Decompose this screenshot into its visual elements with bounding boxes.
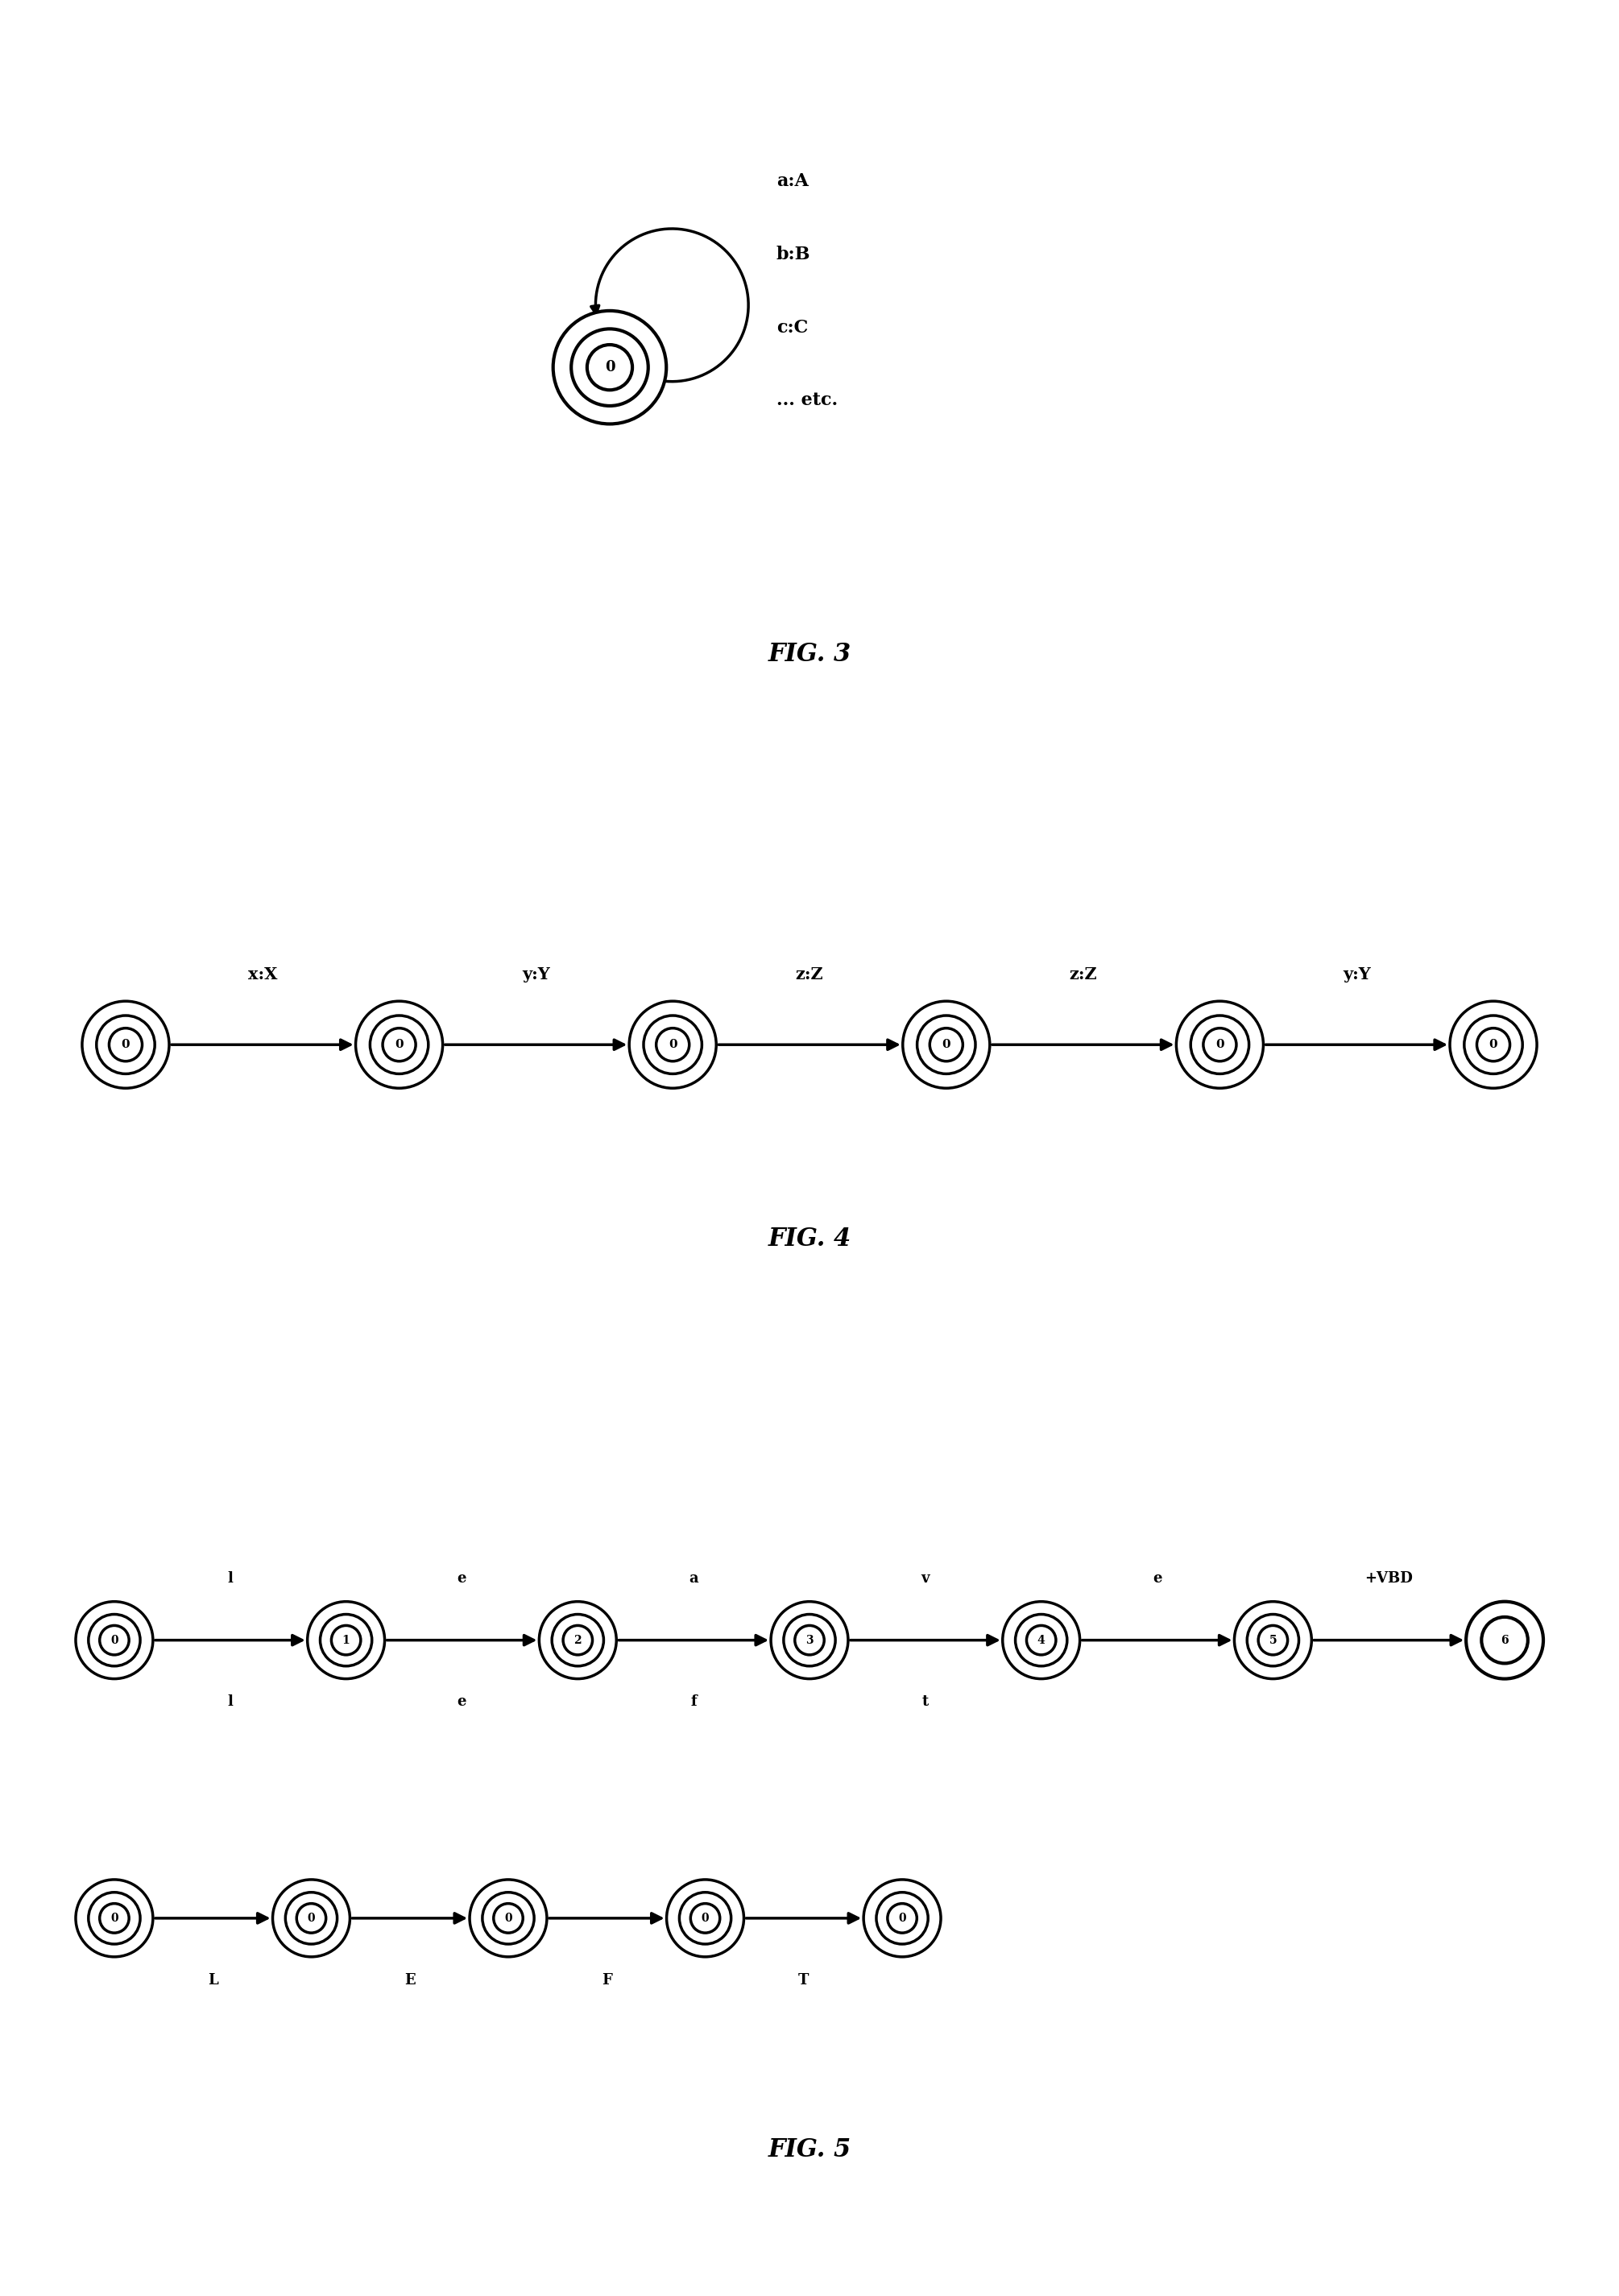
Circle shape [76, 1880, 152, 1956]
Circle shape [1177, 1001, 1263, 1088]
Text: 0: 0 [942, 1040, 950, 1049]
Text: 2: 2 [573, 1635, 581, 1646]
Circle shape [308, 1603, 385, 1678]
Text: y:Y: y:Y [521, 967, 550, 983]
Text: FIG. 5: FIG. 5 [767, 2138, 852, 2163]
Text: 0: 0 [110, 1635, 118, 1646]
Circle shape [1234, 1603, 1311, 1678]
Text: 1: 1 [342, 1635, 350, 1646]
Circle shape [771, 1603, 848, 1678]
Circle shape [903, 1001, 989, 1088]
Text: a: a [690, 1570, 698, 1587]
Text: e: e [457, 1694, 466, 1708]
Text: ... etc.: ... etc. [776, 393, 837, 409]
Circle shape [1451, 1001, 1536, 1088]
Text: +VBD: +VBD [1365, 1570, 1413, 1587]
Text: 0: 0 [308, 1913, 316, 1924]
Text: e: e [457, 1570, 466, 1587]
Circle shape [272, 1880, 350, 1956]
Text: e: e [1153, 1570, 1162, 1587]
Text: 0: 0 [701, 1913, 709, 1924]
Text: 0: 0 [110, 1913, 118, 1924]
Text: T: T [798, 1972, 810, 1988]
Text: 0: 0 [1489, 1040, 1498, 1049]
Text: l: l [227, 1570, 233, 1587]
Circle shape [539, 1603, 617, 1678]
Text: z:Z: z:Z [1069, 967, 1098, 983]
Circle shape [1467, 1603, 1543, 1678]
Text: 0: 0 [395, 1040, 403, 1049]
Circle shape [1002, 1603, 1080, 1678]
Circle shape [83, 1001, 168, 1088]
Circle shape [554, 310, 667, 425]
Text: FIG. 3: FIG. 3 [767, 643, 852, 668]
Text: 0: 0 [899, 1913, 907, 1924]
Text: F: F [602, 1972, 612, 1988]
Circle shape [76, 1603, 152, 1678]
Text: 0: 0 [121, 1040, 130, 1049]
Text: x:X: x:X [248, 967, 277, 983]
Text: 0: 0 [505, 1913, 512, 1924]
Text: c:C: c:C [776, 319, 808, 335]
Circle shape [630, 1001, 716, 1088]
Text: l: l [227, 1694, 233, 1708]
Circle shape [863, 1880, 941, 1956]
Text: f: f [691, 1694, 696, 1708]
Text: b:B: b:B [776, 246, 811, 264]
Text: 6: 6 [1501, 1635, 1509, 1646]
Circle shape [356, 1001, 442, 1088]
Text: 4: 4 [1038, 1635, 1046, 1646]
Text: 5: 5 [1269, 1635, 1277, 1646]
Text: a:A: a:A [776, 172, 808, 191]
Text: E: E [405, 1972, 414, 1988]
Text: v: v [921, 1570, 929, 1587]
Text: y:Y: y:Y [1342, 967, 1371, 983]
Text: L: L [207, 1972, 219, 1988]
Text: t: t [923, 1694, 929, 1708]
Text: FIG. 4: FIG. 4 [767, 1226, 852, 1251]
Text: 0: 0 [1216, 1040, 1224, 1049]
Text: 0: 0 [604, 360, 615, 374]
Text: z:Z: z:Z [795, 967, 824, 983]
Circle shape [667, 1880, 743, 1956]
Text: 0: 0 [669, 1040, 677, 1049]
Circle shape [470, 1880, 547, 1956]
Text: 3: 3 [806, 1635, 813, 1646]
